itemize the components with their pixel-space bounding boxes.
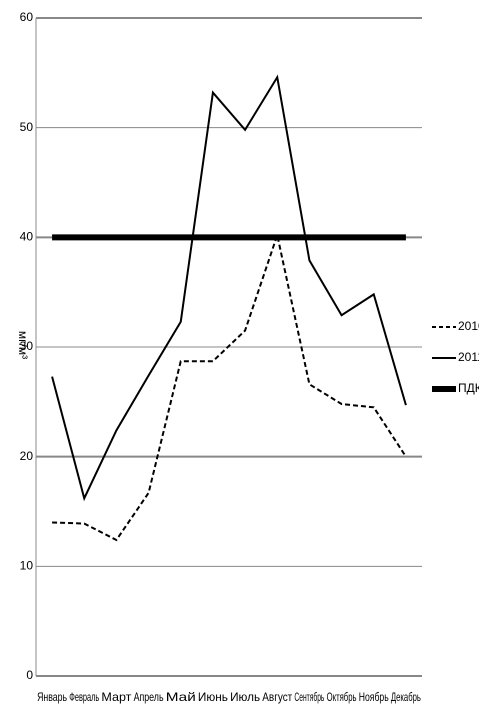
x-tick-label: Сентябрь bbox=[294, 690, 324, 704]
x-tick-label: Июль bbox=[230, 690, 260, 704]
x-tick-label: Январь bbox=[37, 690, 67, 704]
x-tick-label: Ноябрь bbox=[359, 690, 389, 704]
y-tick-label: 10 bbox=[20, 559, 34, 573]
x-tick-label: Апрель bbox=[134, 690, 164, 704]
y-tick-label: 30 bbox=[20, 339, 34, 353]
y-tick-label: 60 bbox=[20, 10, 34, 24]
line-series bbox=[51, 74, 407, 502]
y-axis-label: мг/м³ bbox=[16, 331, 30, 359]
y-tick-label: 20 bbox=[20, 449, 34, 463]
line-series bbox=[52, 231, 407, 542]
x-tick-label: Октябрь bbox=[327, 690, 357, 704]
legend-label: 2010 bbox=[458, 319, 479, 333]
legend-label: ПДК bbox=[458, 381, 479, 395]
x-tick-label: Март bbox=[101, 690, 132, 704]
y-tick-label: 50 bbox=[20, 120, 34, 134]
x-tick-label: Август bbox=[262, 690, 292, 704]
y-tick-label: 40 bbox=[20, 230, 34, 244]
y-tick-label: 0 bbox=[26, 668, 33, 682]
x-tick-label: Декабрь bbox=[391, 690, 421, 704]
legend-label: 2011 bbox=[458, 350, 479, 364]
x-tick-label: Май bbox=[166, 690, 196, 704]
x-tick-label: Июнь bbox=[198, 690, 228, 704]
x-tick-label: Февраль bbox=[69, 690, 99, 704]
